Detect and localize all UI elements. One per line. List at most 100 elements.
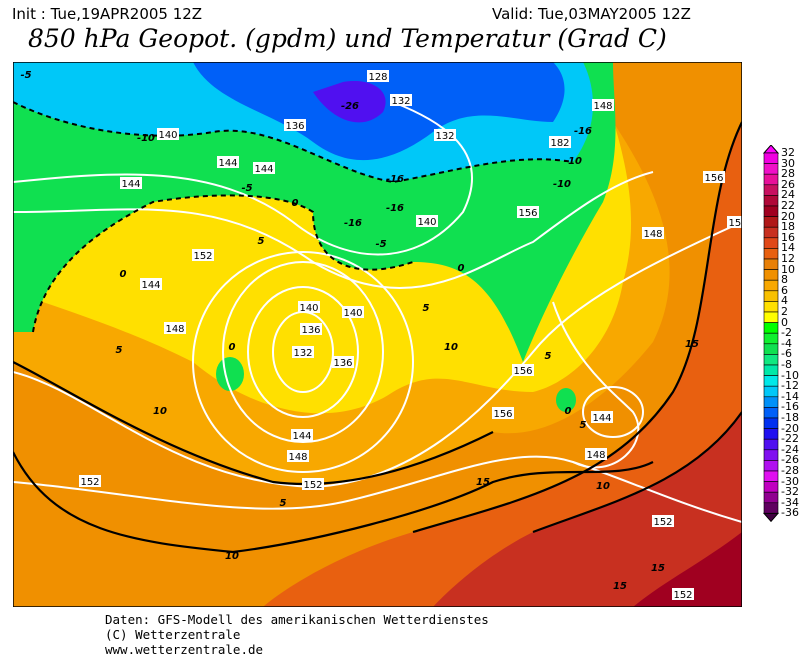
temperature-label: -16 (386, 174, 404, 185)
temperature-label: 15 (685, 339, 699, 350)
svg-text:144: 144 (292, 431, 311, 442)
colorbar-label: 22 (781, 199, 795, 212)
temperature-label: -16 (344, 218, 362, 229)
geopotential-label: 152 (672, 588, 694, 601)
colorbar-segment (763, 322, 779, 334)
colorbar-label: -28 (781, 464, 799, 477)
temperature-label: 0 (120, 269, 127, 280)
svg-text:-26: -26 (341, 101, 359, 112)
colorbar-segment (763, 491, 779, 504)
colorbar-label: -18 (781, 411, 799, 424)
temperature-label: -16 (386, 203, 404, 214)
colorbar-label: 26 (781, 177, 795, 191)
svg-text:152: 152 (728, 218, 742, 229)
geopotential-label: 144 (253, 162, 275, 175)
geopotential-label: 152 (79, 475, 101, 488)
temp-field-hot (263, 122, 742, 607)
temperature-label: 15 (476, 477, 490, 488)
svg-text:-10: -10 (553, 179, 571, 190)
svg-text:0: 0 (229, 342, 236, 353)
geopotential-label: 140 (342, 306, 364, 319)
temperature-label: 15 (613, 581, 627, 592)
colorbar-segment (763, 290, 779, 302)
geopotential-label: 182 (549, 136, 571, 149)
colorbar-label: 10 (781, 262, 795, 276)
geopotential-label: 132 (434, 129, 456, 142)
colorbar-segment (763, 407, 779, 419)
colorbar-segment (763, 184, 779, 196)
temperature-contours-positive (13, 121, 742, 554)
colorbar-label: -4 (781, 336, 792, 350)
svg-text:144: 144 (254, 164, 273, 175)
geopotential-label: 144 (217, 156, 239, 169)
colorbar-label: 14 (781, 241, 795, 255)
colorbar-segment (763, 502, 779, 514)
temperature-label: -16 (574, 126, 592, 137)
temperature-label: 10 (225, 551, 239, 562)
temperature-label: 0 (458, 263, 465, 274)
colorbar-label: 32 (781, 146, 795, 159)
geopotential-label: 136 (284, 119, 306, 132)
cold-spot (556, 388, 576, 412)
colorbar-label: 2 (781, 305, 788, 318)
colorbar-segment (763, 470, 779, 482)
map-title: 850 hPa Geopot. (gpdm) und Temperatur (G… (28, 24, 667, 53)
colorbar-segment (763, 269, 779, 281)
colorbar-segment (763, 205, 779, 217)
colorbar-segment (763, 226, 779, 239)
temperature-label: -10 (564, 156, 582, 167)
svg-text:132: 132 (391, 96, 410, 107)
svg-text:182: 182 (550, 138, 569, 149)
colorbar-segment (763, 428, 779, 440)
colorbar-segment (763, 216, 779, 228)
geopotential-label: 148 (642, 227, 664, 240)
colorbar-label: -16 (781, 400, 799, 414)
colorbar-label: -34 (781, 495, 799, 509)
colorbar-label: -20 (781, 421, 799, 435)
svg-text:144: 144 (592, 413, 611, 424)
colorbar-label: 6 (781, 283, 788, 297)
temperature-label: 5 (545, 351, 552, 362)
geopotential-label: 156 (517, 206, 539, 219)
colorbar-label: 20 (781, 209, 795, 223)
colorbar-label: -24 (781, 442, 799, 456)
svg-text:132: 132 (435, 131, 454, 142)
geopotential-label: 140 (416, 215, 438, 228)
colorbar-segment (763, 237, 779, 249)
colorbar-segment (763, 364, 779, 376)
geopotential-label: 156 (703, 171, 725, 184)
svg-text:140: 140 (158, 130, 177, 141)
geopotential-label: 144 (291, 429, 313, 442)
svg-text:-16: -16 (386, 174, 404, 185)
svg-text:156: 156 (518, 208, 537, 219)
svg-text:10: 10 (444, 342, 458, 353)
temperature-label: 10 (153, 406, 167, 417)
svg-text:140: 140 (299, 303, 318, 314)
svg-text:156: 156 (704, 173, 723, 184)
colorbar-label: -32 (781, 485, 799, 499)
footer-data-source: Daten: GFS-Modell des amerikanischen Wet… (105, 612, 489, 627)
temperature-label: -10 (137, 133, 155, 144)
colorbar-label: 24 (781, 188, 795, 202)
temperature-label: 0 (565, 406, 572, 417)
temperature-label: 5 (116, 345, 123, 356)
colorbar-segment (763, 163, 779, 175)
svg-text:-16: -16 (344, 218, 362, 229)
temperature-label: -5 (241, 183, 252, 194)
svg-text:152: 152 (653, 517, 672, 528)
svg-text:5: 5 (545, 351, 552, 362)
temp-field-violet (313, 81, 386, 123)
svg-text:144: 144 (141, 280, 160, 291)
geopotential-label: 156 (512, 364, 534, 377)
geopotential-label: 148 (164, 322, 186, 335)
init-time: Init : Tue,19APR2005 12Z (12, 5, 203, 23)
weather-map: 128 132 132 136 140 140 144 144 148 152 136 140 144 1… (13, 62, 742, 607)
svg-text:5: 5 (116, 345, 123, 356)
colorbar-segment (763, 152, 779, 164)
footer-website[interactable]: www.wetterzentrale.de (105, 642, 264, 657)
svg-text:140: 140 (343, 308, 362, 319)
svg-text:136: 136 (333, 358, 352, 369)
geopotential-contours (13, 101, 742, 523)
geopotential-label: 148 (592, 99, 614, 112)
colorbar-label: -14 (781, 389, 799, 403)
